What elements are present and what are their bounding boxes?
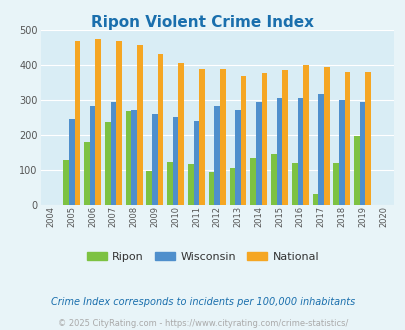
Bar bbox=[250, 158, 255, 205]
Bar bbox=[234, 110, 240, 205]
Bar bbox=[333, 163, 338, 205]
Bar bbox=[261, 73, 266, 205]
Bar bbox=[359, 102, 364, 205]
Bar bbox=[312, 194, 318, 205]
Bar bbox=[297, 98, 303, 205]
Bar bbox=[126, 111, 131, 205]
Bar bbox=[281, 70, 287, 205]
Bar bbox=[84, 142, 90, 205]
Bar bbox=[178, 63, 183, 205]
Bar bbox=[255, 102, 261, 205]
Bar bbox=[75, 41, 80, 205]
Bar bbox=[199, 69, 205, 205]
Bar bbox=[116, 41, 121, 205]
Bar bbox=[136, 46, 142, 205]
Bar bbox=[157, 54, 163, 205]
Bar bbox=[354, 136, 359, 205]
Bar bbox=[220, 69, 225, 205]
Bar bbox=[276, 98, 281, 205]
Bar bbox=[146, 171, 152, 205]
Bar bbox=[90, 106, 95, 205]
Bar bbox=[364, 72, 370, 205]
Bar bbox=[63, 160, 69, 205]
Bar bbox=[229, 168, 234, 205]
Bar bbox=[104, 122, 110, 205]
Bar bbox=[193, 121, 199, 205]
Bar bbox=[110, 102, 116, 205]
Bar bbox=[131, 110, 136, 205]
Bar bbox=[188, 164, 193, 205]
Text: © 2025 CityRating.com - https://www.cityrating.com/crime-statistics/: © 2025 CityRating.com - https://www.city… bbox=[58, 319, 347, 328]
Bar bbox=[152, 114, 157, 205]
Bar bbox=[173, 117, 178, 205]
Bar bbox=[95, 39, 101, 205]
Bar bbox=[303, 65, 308, 205]
Legend: Ripon, Wisconsin, National: Ripon, Wisconsin, National bbox=[82, 248, 323, 267]
Text: Crime Index corresponds to incidents per 100,000 inhabitants: Crime Index corresponds to incidents per… bbox=[51, 297, 354, 307]
Bar bbox=[271, 153, 276, 205]
Bar bbox=[338, 100, 344, 205]
Bar bbox=[69, 119, 75, 205]
Bar bbox=[214, 106, 220, 205]
Bar bbox=[167, 162, 173, 205]
Bar bbox=[344, 72, 350, 205]
Text: Ripon Violent Crime Index: Ripon Violent Crime Index bbox=[91, 15, 314, 30]
Bar bbox=[240, 76, 246, 205]
Bar bbox=[208, 172, 214, 205]
Bar bbox=[323, 67, 329, 205]
Bar bbox=[291, 163, 297, 205]
Bar bbox=[318, 94, 323, 205]
